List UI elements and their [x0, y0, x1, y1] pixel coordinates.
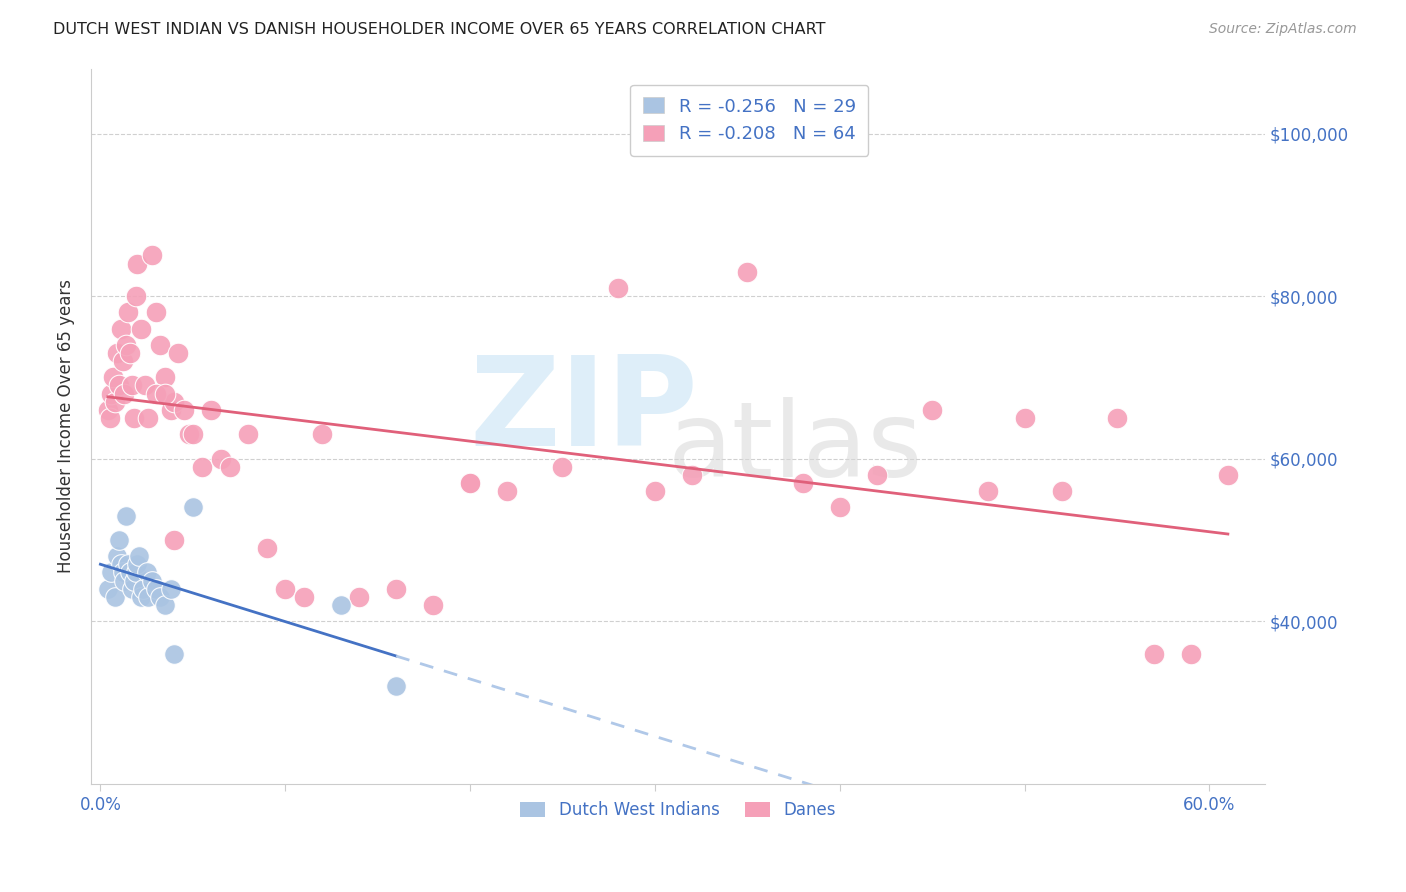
Point [385, 582, 408, 596]
Point [458, 476, 481, 491]
Point [148, 338, 170, 352]
Point [159, 402, 181, 417]
Point [121, 378, 143, 392]
Point [104, 394, 127, 409]
Point [422, 598, 444, 612]
Point [112, 386, 135, 401]
Point [329, 598, 352, 612]
Point [551, 459, 574, 474]
Point [1105, 411, 1128, 425]
Point [122, 574, 145, 588]
Point [128, 549, 150, 564]
Point [117, 305, 139, 319]
Point [681, 467, 703, 482]
Point [121, 582, 143, 596]
Point [138, 411, 160, 425]
Point [111, 354, 134, 368]
Point [100, 386, 122, 401]
Point [108, 533, 131, 547]
Point [866, 467, 889, 482]
Point [179, 427, 201, 442]
Point [163, 533, 186, 547]
Point [1143, 647, 1166, 661]
Point [104, 590, 127, 604]
Point [828, 500, 851, 515]
Point [256, 541, 278, 555]
Point [138, 590, 160, 604]
Point [127, 256, 149, 270]
Point [108, 378, 131, 392]
Point [103, 370, 125, 384]
Point [1216, 467, 1239, 482]
Point [129, 321, 152, 335]
Point [127, 558, 149, 572]
Point [292, 590, 315, 604]
Point [159, 582, 181, 596]
Point [173, 402, 195, 417]
Point [921, 402, 943, 417]
Point [132, 582, 155, 596]
Point [141, 574, 163, 588]
Point [122, 411, 145, 425]
Point [110, 321, 132, 335]
Legend: Dutch West Indians, Danes: Dutch West Indians, Danes [513, 794, 842, 825]
Point [129, 590, 152, 604]
Point [976, 484, 998, 499]
Point [792, 476, 814, 491]
Point [458, 476, 481, 491]
Text: DUTCH WEST INDIAN VS DANISH HOUSEHOLDER INCOME OVER 65 YEARS CORRELATION CHART: DUTCH WEST INDIAN VS DANISH HOUSEHOLDER … [53, 22, 825, 37]
Point [105, 346, 128, 360]
Point [606, 281, 628, 295]
Point [97, 582, 120, 596]
Point [191, 459, 214, 474]
Point [181, 427, 204, 442]
Point [1014, 411, 1036, 425]
Point [1050, 484, 1073, 499]
Point [117, 558, 139, 572]
Point [163, 647, 186, 661]
Point [200, 402, 222, 417]
Point [111, 566, 134, 580]
Text: Source: ZipAtlas.com: Source: ZipAtlas.com [1209, 22, 1357, 37]
Point [98, 411, 121, 425]
Point [115, 508, 138, 523]
Point [385, 679, 408, 693]
Point [347, 590, 370, 604]
Point [118, 566, 141, 580]
Point [115, 338, 138, 352]
Point [218, 459, 240, 474]
Y-axis label: Householder Income Over 65 years: Householder Income Over 65 years [58, 279, 75, 574]
Point [105, 549, 128, 564]
Point [124, 566, 146, 580]
Point [238, 427, 260, 442]
Point [181, 500, 204, 515]
Point [135, 566, 157, 580]
Point [112, 574, 135, 588]
Point [153, 386, 176, 401]
Point [145, 305, 167, 319]
Text: ZIP: ZIP [470, 351, 699, 473]
Point [100, 566, 122, 580]
Point [153, 370, 176, 384]
Point [145, 582, 167, 596]
Point [209, 451, 232, 466]
Point [118, 346, 141, 360]
Point [153, 598, 176, 612]
Point [274, 582, 297, 596]
Point [496, 484, 519, 499]
Point [141, 248, 163, 262]
Point [145, 386, 167, 401]
Point [644, 484, 666, 499]
Point [737, 265, 759, 279]
Point [124, 289, 146, 303]
Point [311, 427, 333, 442]
Point [110, 558, 132, 572]
Point [134, 378, 156, 392]
Point [97, 402, 120, 417]
Text: atlas: atlas [668, 397, 922, 499]
Point [1180, 647, 1202, 661]
Point [167, 346, 190, 360]
Point [163, 394, 186, 409]
Point [148, 590, 170, 604]
